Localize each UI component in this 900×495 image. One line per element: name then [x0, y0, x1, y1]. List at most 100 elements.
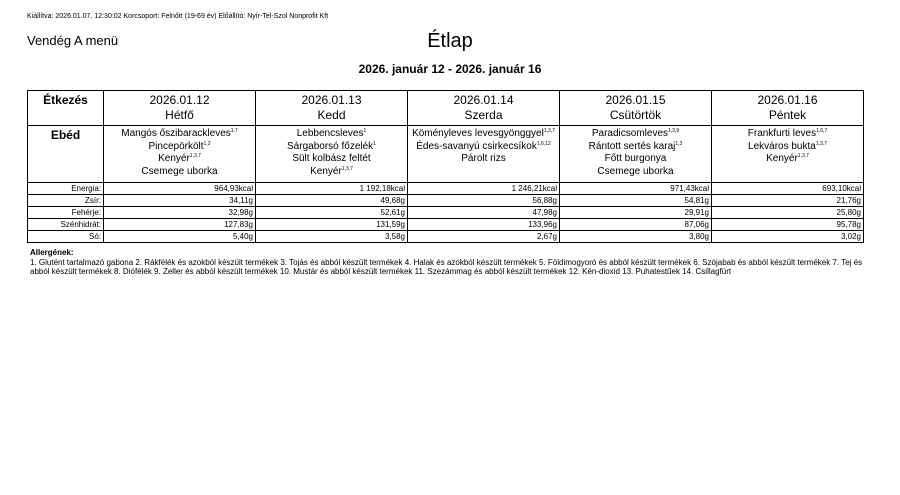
nutrition-row: Fehérje: 32,98g 52,61g 47,98g 29,91g 25,80g [27, 206, 864, 219]
day-name: Hétfő [165, 108, 194, 122]
dish-name: Főtt burgonya [604, 153, 667, 164]
allergen-title: Allergének: [30, 248, 74, 257]
nutrition-value: 3,58g [255, 230, 408, 243]
nutrition-value: 1 192,18kcal [255, 182, 408, 195]
meal-header: Étkezés [27, 90, 104, 126]
nutrition-label: Energia: [27, 182, 104, 195]
day-header: 2026.01.16 Péntek [711, 90, 864, 126]
nutrition-value: 32,98g [103, 206, 256, 219]
dish-name: Pincepörkölt [148, 140, 204, 152]
nutrition-value: 693,10kcal [711, 182, 864, 195]
dish-name: Mangós őszibarackleves [121, 128, 231, 139]
menu-item: Főtt burgonya [562, 153, 709, 166]
menu-item: Rántott sertés karaj1,3 [562, 141, 709, 154]
dish-name: Sült kolbász feltét [292, 153, 371, 164]
menu-cell: Frankfurti leves1,6,7 Lekváros bukta1,3,7… [711, 125, 864, 183]
menu-item: Sárgaborsó főzelék1 [258, 141, 405, 154]
menu-item: Édes-savanyú csirkecsíkok1,6,12 [410, 141, 557, 154]
allergen-codes: 1,3,7 [815, 140, 827, 147]
day-date: 2026.01.13 [301, 93, 362, 107]
allergen-info: Allergének: 1. Glutént tartalmazó gabona… [30, 248, 870, 277]
menu-item: Köményleves levesgyönggyel1,3,7 [410, 128, 557, 141]
dish-name: Kenyér [310, 165, 342, 177]
dish-name: Párolt rizs [461, 153, 506, 164]
nutrition-row: Energia: 964,93kcal 1 192,18kcal 1 246,21kc… [27, 182, 864, 195]
nutrition-value: 47,98g [407, 206, 560, 219]
menu-item: Mangós őszibarackleves1,7 [106, 128, 253, 141]
nutrition-value: 95,78g [711, 218, 864, 231]
nutrition-value: 34,11g [103, 194, 256, 207]
dish-name: Csemege uborka [597, 165, 674, 177]
allergen-codes: 1,7 [230, 128, 238, 134]
nutrition-value: 54,81g [559, 194, 712, 207]
meal-label: Ebéd [27, 125, 104, 183]
day-name: Csütörtök [609, 108, 662, 122]
menu-item: Pincepörkölt1,2 [106, 141, 253, 154]
nutrition-value: 127,83g [103, 218, 256, 231]
day-header: 2026.01.14 Szerda [407, 90, 560, 126]
nutrition-value: 3,80g [559, 230, 712, 243]
menu-cell: Lebbencsleves1 Sárgaborsó főzelék1 Sült ko… [255, 125, 408, 183]
day-name: Szerda [464, 108, 503, 122]
nutrition-value: 29,91g [559, 206, 712, 219]
dish-name: Paradicsomleves [591, 128, 669, 139]
date-range: 2026. január 12 - 2026. január 16 [358, 62, 542, 76]
day-date: 2026.01.16 [757, 93, 818, 107]
nutrition-value: 1 246,21kcal [407, 182, 560, 195]
menu-item: Párolt rizs [410, 153, 557, 166]
allergen-codes: 1 [363, 128, 367, 134]
menu-item: Frankfurti leves1,6,7 [714, 128, 861, 141]
nutrition-row: Só: 5,40g 3,58g 2,67g 3,80g 3,02g [27, 230, 864, 243]
menu-item: Kenyér1,3,7 [258, 166, 405, 179]
menu-item: Lebbencsleves1 [258, 128, 405, 141]
day-header: 2026.01.13 Kedd [255, 90, 408, 126]
allergen-codes: 1,3,9 [668, 128, 680, 134]
menu-table: Étkezés 2026.01.12 Hétfő 2026.01.13 Kedd 2026… [27, 90, 864, 243]
menu-item: Paradicsomleves1,3,9 [562, 128, 709, 141]
nutrition-value: 49,68g [255, 194, 408, 207]
day-name: Kedd [317, 108, 346, 122]
dish-name: Sárgaborsó főzelék [287, 140, 374, 152]
menu-cell: Köményleves levesgyönggyel1,3,7 Édes-sava… [407, 125, 560, 183]
menu-name: Vendég A menü [27, 33, 119, 48]
menu-item: Csemege uborka [562, 166, 709, 179]
nutrition-value: 133,96g [407, 218, 560, 231]
nutrition-row: Szénhidrát: 127,83g 131,59g 133,96g 87,06g 95… [27, 218, 864, 231]
nutrition-label: Só: [27, 230, 104, 243]
allergen-text: 1. Glutént tartalmazó gabona 2. Rákfélék… [30, 257, 863, 277]
day-name: Péntek [768, 108, 807, 122]
dish-name: Frankfurti leves [747, 128, 817, 139]
allergen-codes: 1,3 [675, 140, 683, 147]
nutrition-value: 21,76g [711, 194, 864, 207]
allergen-codes: 1,2 [203, 140, 211, 147]
allergen-codes: 1,6,7 [816, 128, 828, 134]
menu-item: Sült kolbász feltét [258, 153, 405, 166]
nutrition-label: Fehérje: [27, 206, 104, 219]
menu-item: Kenyér1,3,7 [714, 153, 861, 166]
meal-row: Ebéd Mangós őszibarackleves1,7 Pincepörköl… [27, 125, 864, 183]
allergen-codes: 1,3,7 [543, 128, 555, 134]
nutrition-value: 56,88g [407, 194, 560, 207]
dish-name: Köményleves levesgyönggyel [412, 128, 544, 139]
nutrition-label: Zsír: [27, 194, 104, 207]
dish-name: Rántott sertés karaj [588, 140, 676, 152]
nutrition-value: 2,67g [407, 230, 560, 243]
dish-name: Lekváros bukta [748, 140, 816, 152]
allergen-codes: 1,3,7 [797, 153, 809, 159]
nutrition-value: 964,93kcal [103, 182, 256, 195]
nutrition-value: 131,59g [255, 218, 408, 231]
day-header: 2026.01.12 Hétfő [103, 90, 256, 126]
dish-name: Édes-savanyú csirkecsíkok [416, 140, 537, 152]
day-date: 2026.01.12 [149, 93, 210, 107]
nutrition-row: Zsír: 34,11g 49,68g 56,88g 54,81g 21,76g [27, 194, 864, 207]
dish-name: Kenyér [158, 153, 190, 164]
allergen-codes: 1,6,12 [536, 140, 551, 147]
menu-item: Csemege uborka [106, 166, 253, 179]
nutrition-value: 87,06g [559, 218, 712, 231]
nutrition-value: 25,80g [711, 206, 864, 219]
day-date: 2026.01.14 [453, 93, 514, 107]
allergen-codes: 1,3,7 [341, 165, 353, 172]
allergen-codes: 1,3,7 [189, 153, 201, 159]
nutrition-label: Szénhidrát: [27, 218, 104, 231]
